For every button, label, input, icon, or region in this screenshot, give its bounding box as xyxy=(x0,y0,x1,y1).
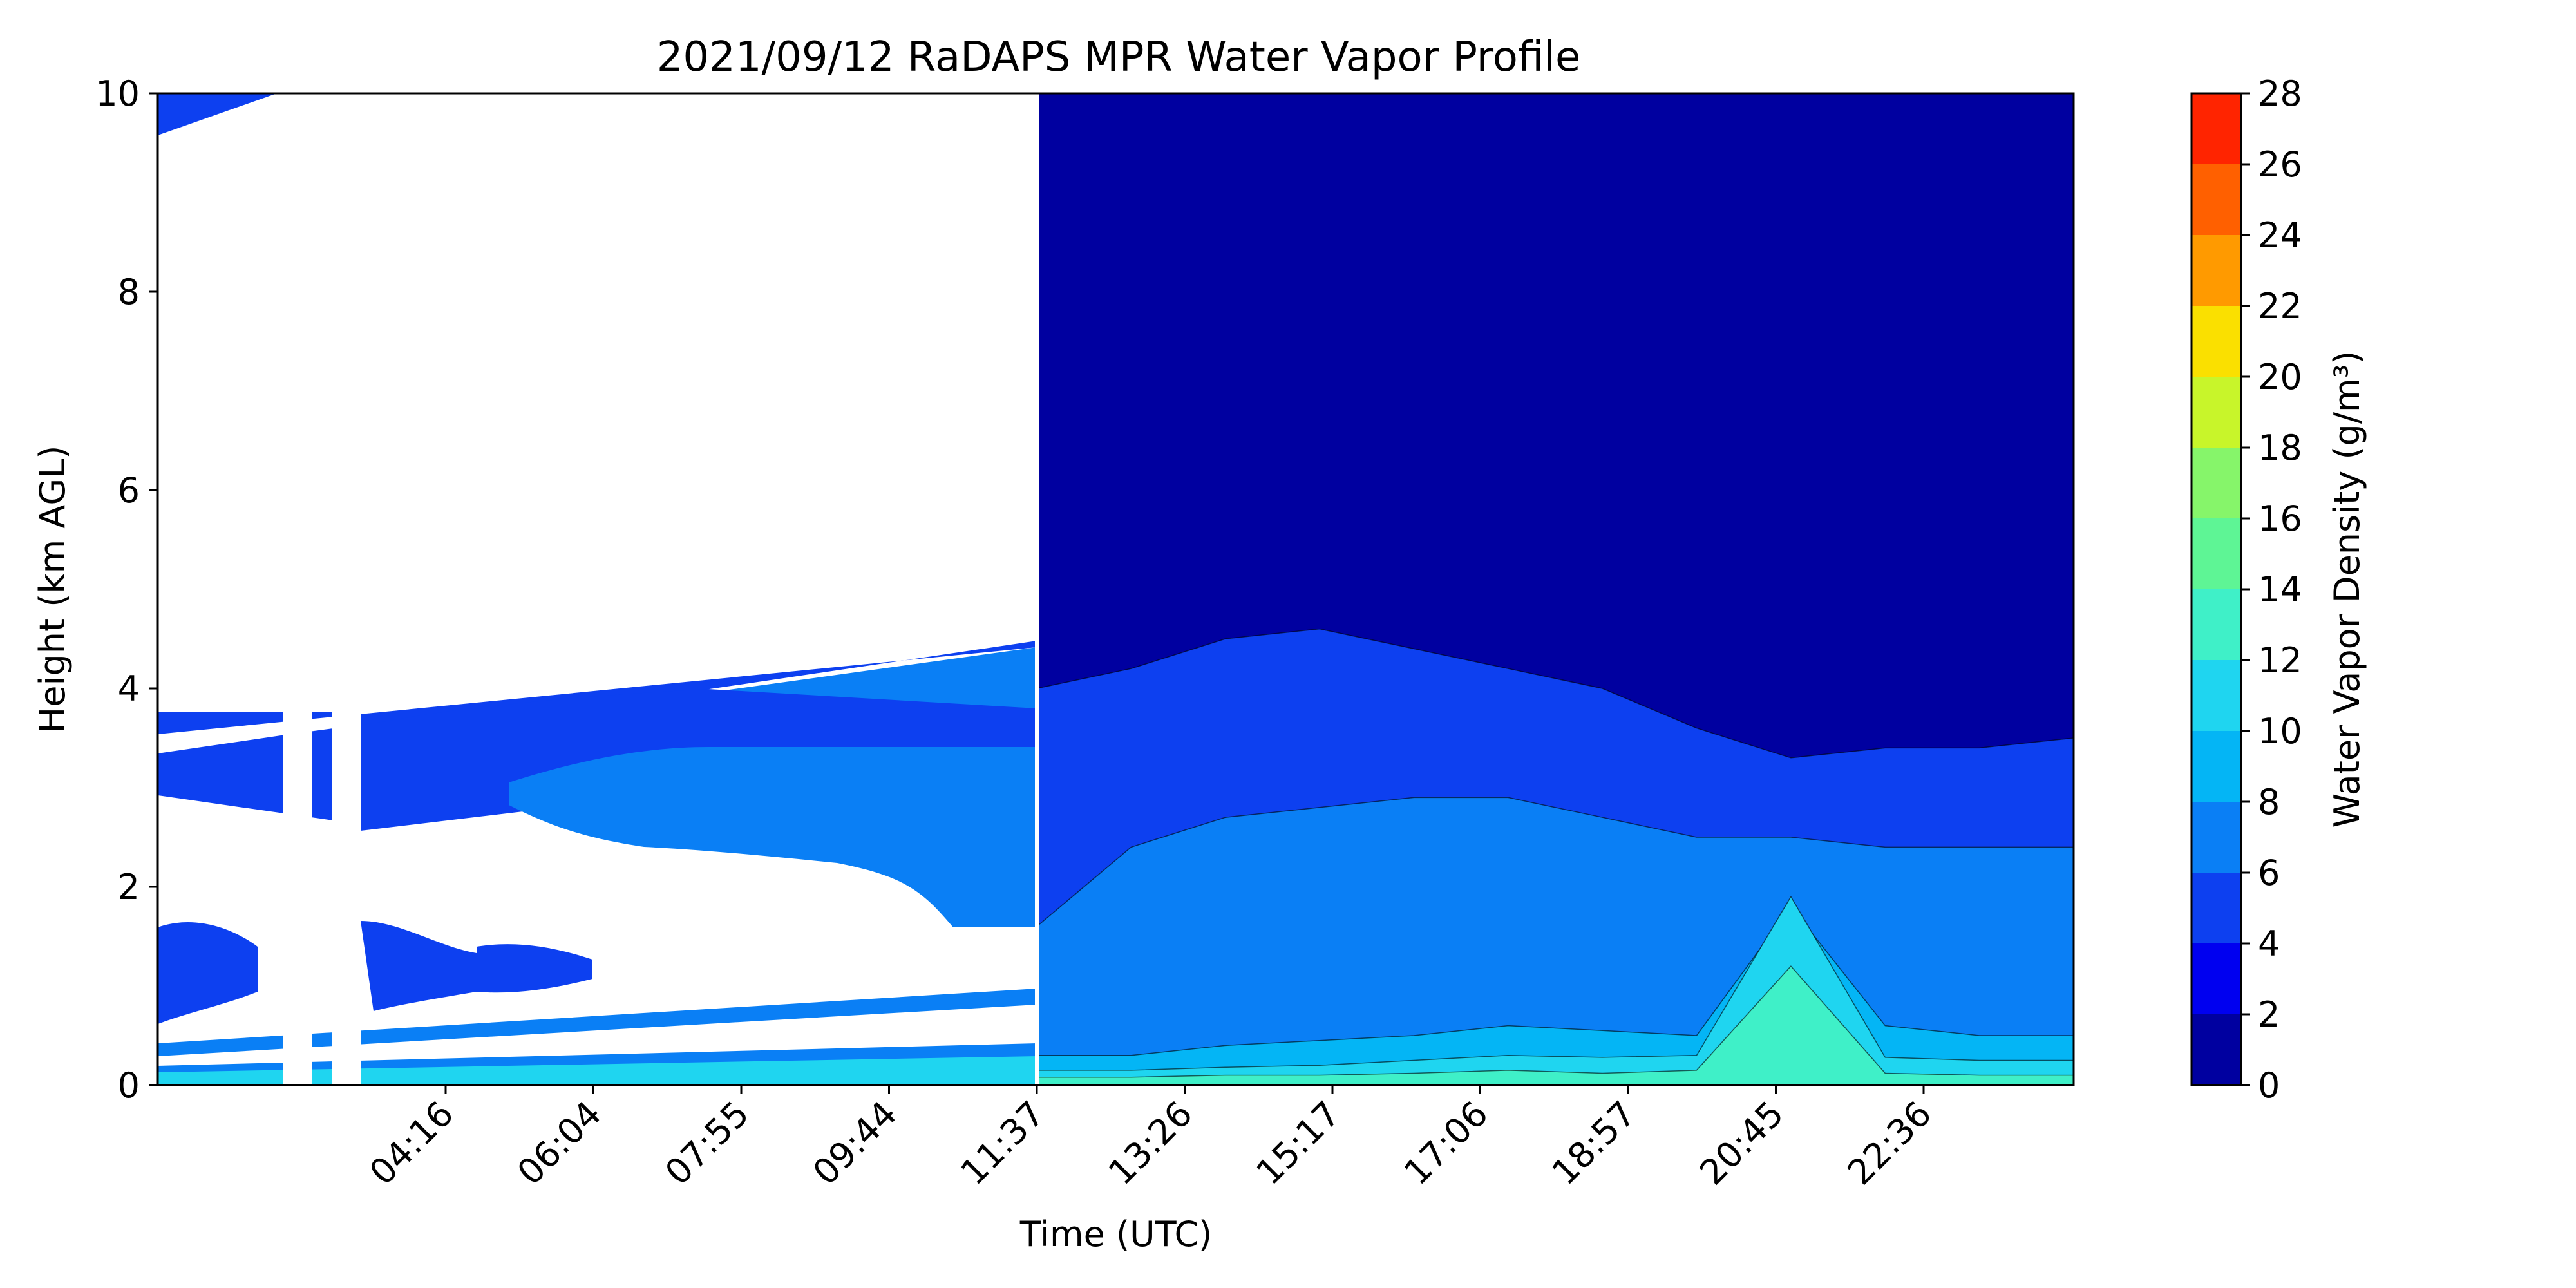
band-low-blob-2 xyxy=(361,921,477,1011)
gap-column-2 xyxy=(332,712,361,1085)
y-tick-label: 4 xyxy=(118,668,140,709)
chart-title: 2021/09/12 RaDAPS MPR Water Vapor Profil… xyxy=(657,33,1581,81)
colorbar-segment xyxy=(2192,802,2241,873)
y-tick-label: 2 xyxy=(118,867,140,907)
colorbar-segment xyxy=(2192,1014,2241,1085)
band-low-diag xyxy=(158,989,1037,1056)
x-axis-label: Time (UTC) xyxy=(1019,1214,1213,1255)
x-tick-label: 09:44 xyxy=(805,1094,905,1193)
y-tick-label: 8 xyxy=(118,272,140,312)
colorbar-segment xyxy=(2192,518,2241,589)
colorbar-tick-label: 0 xyxy=(2258,1065,2280,1106)
y-axis-label: Height (km AGL) xyxy=(32,446,73,734)
colorbar-tick-label: 26 xyxy=(2258,144,2302,185)
colorbar-tick-label: 22 xyxy=(2258,286,2302,327)
band-bottom-2 xyxy=(158,1056,1037,1085)
band-low-blob xyxy=(158,922,258,1024)
colorbar-tick-label: 24 xyxy=(2258,215,2302,256)
x-tick-label: 04:16 xyxy=(362,1094,462,1193)
colorbar-segment xyxy=(2192,589,2241,660)
band-upper xyxy=(158,641,1037,741)
x-tick-label: 17:06 xyxy=(1396,1094,1496,1193)
y-tick-label: 6 xyxy=(118,470,140,511)
y-tick-label: 10 xyxy=(95,73,140,114)
x-axis: 04:16 06:04 07:55 09:44 11:37 13:26 15:17 17:06… xyxy=(362,1085,1940,1193)
colorbar-segment xyxy=(2192,873,2241,943)
band-top-corner xyxy=(158,93,277,135)
x-tick-label: 11:37 xyxy=(953,1094,1053,1193)
band-moist-upper xyxy=(509,747,1037,927)
x-tick-label: 13:26 xyxy=(1101,1094,1200,1193)
colorbar-segment xyxy=(2192,93,2241,164)
x-tick-label: 07:55 xyxy=(658,1094,757,1193)
colorbar-segment xyxy=(2192,660,2241,731)
plot-area xyxy=(158,93,2074,1085)
y-axis: 0 2 4 6 8 10 xyxy=(95,73,158,1106)
colorbar-segment xyxy=(2192,235,2241,306)
contour-layer-level_10_12 xyxy=(1036,965,2074,1085)
colorbar-tick-label: 28 xyxy=(2258,73,2302,114)
colorbar-segment xyxy=(2192,448,2241,518)
x-tick-label: 06:04 xyxy=(509,1094,609,1193)
colorbar-segment xyxy=(2192,943,2241,1014)
gap-column-1 xyxy=(283,712,312,1085)
colorbar-segment xyxy=(2192,377,2241,448)
colorbar-tick-label: 12 xyxy=(2258,640,2302,681)
colorbar-tick-label: 6 xyxy=(2258,853,2280,893)
colorbar-tick-label: 18 xyxy=(2258,428,2302,468)
x-tick-label: 18:57 xyxy=(1544,1094,1644,1193)
colorbar-tick-label: 16 xyxy=(2258,498,2302,539)
missing-data-region xyxy=(158,93,1039,1085)
colorbar-segment xyxy=(2192,306,2241,377)
colorbar-label: Water Vapor Density (g/m³) xyxy=(2327,351,2367,828)
colorbar-tick-label: 2 xyxy=(2258,994,2280,1035)
plot-frame xyxy=(156,92,2075,1086)
colorbar-tick-label: 20 xyxy=(2258,357,2302,397)
colorbar-tick-label: 4 xyxy=(2258,923,2280,964)
x-tick-label: 22:36 xyxy=(1840,1094,1940,1193)
colorbar-tick-label: 14 xyxy=(2258,569,2302,610)
y-tick-label: 0 xyxy=(118,1065,140,1106)
colorbar-tick-label: 10 xyxy=(2258,711,2302,752)
colorbar-segment xyxy=(2192,164,2241,235)
colorbar-segment xyxy=(2192,731,2241,802)
band-low-blob-3 xyxy=(477,944,592,993)
x-tick-label: 20:45 xyxy=(1692,1094,1792,1193)
colorbar-tick-label: 8 xyxy=(2258,782,2280,822)
x-tick-label: 15:17 xyxy=(1249,1094,1349,1193)
